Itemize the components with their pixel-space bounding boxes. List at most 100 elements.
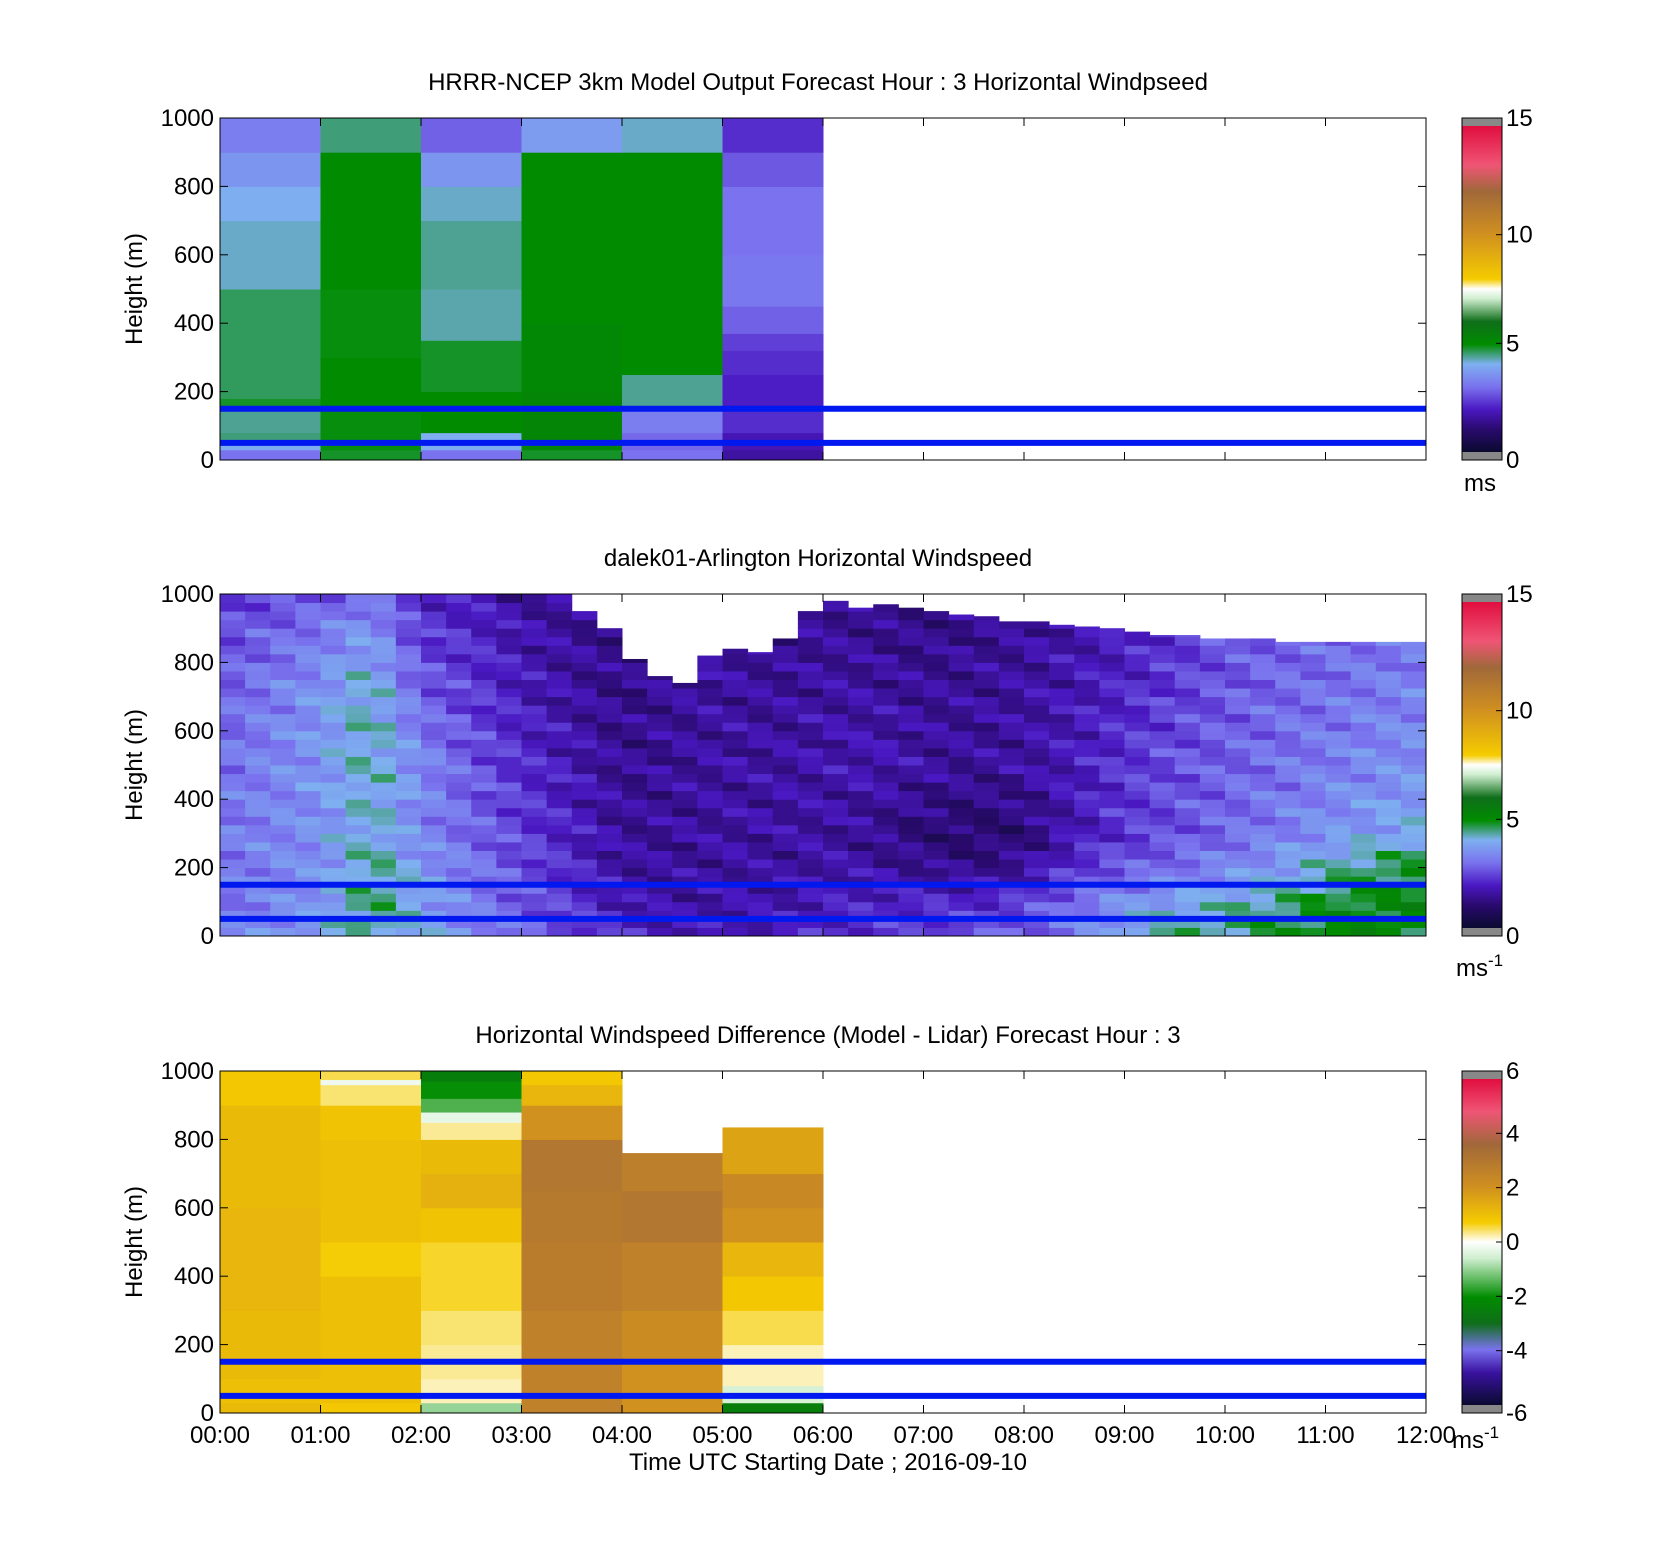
heatmap-cell (571, 662, 598, 672)
heatmap-cell (722, 927, 749, 937)
heatmap-cell (898, 636, 924, 646)
heatmap-cell (1375, 824, 1402, 834)
heatmap-cell (747, 833, 774, 843)
heatmap-cell (395, 756, 422, 766)
heatmap-cell (747, 859, 774, 869)
heatmap-cell (998, 739, 1025, 749)
panel-title: dalek01-Arlington Horizontal Windspeed (604, 545, 1032, 572)
x-tick-label: 08:00 (994, 1422, 1054, 1449)
heatmap-cell (245, 688, 271, 698)
heatmap-cell (245, 816, 271, 826)
heatmap-cell (245, 867, 271, 877)
heatmap-cell (1099, 739, 1125, 749)
heatmap-cell (370, 747, 397, 757)
heatmap-cell (1199, 782, 1226, 792)
heatmap-cell (1074, 901, 1100, 911)
colorbar-overflow-bottom (1462, 928, 1502, 936)
heatmap-cell (1099, 756, 1125, 766)
heatmap-cell (848, 607, 874, 612)
heatmap-cell (1049, 765, 1075, 775)
heatmap-cell (622, 713, 648, 723)
heatmap-cell (1199, 833, 1226, 843)
heatmap-cell (496, 705, 522, 715)
heatmap-cell (898, 662, 924, 672)
heatmap-cell (320, 1071, 422, 1081)
heatmap-cell (747, 790, 774, 800)
heatmap-cell (320, 747, 347, 757)
heatmap-cell (697, 773, 723, 783)
heatmap-cell (496, 782, 522, 792)
heatmap-cell (848, 636, 874, 646)
heatmap-cell (697, 713, 723, 723)
heatmap-cell (421, 901, 447, 911)
heatmap-cell (1275, 799, 1301, 809)
heatmap-cell (1049, 722, 1075, 732)
heatmap-cell (270, 713, 296, 723)
heatmap-cell (320, 918, 347, 928)
heatmap-cell (772, 747, 799, 757)
heatmap-cell (1099, 773, 1125, 783)
heatmap-cell (1149, 850, 1176, 860)
heatmap-cell (421, 1173, 522, 1209)
heatmap-cell (1300, 782, 1326, 792)
heatmap-cell (697, 730, 723, 740)
heatmap-cell (973, 807, 1000, 817)
heatmap-cell (697, 884, 723, 894)
heatmap-cell (873, 893, 899, 903)
heatmap-cell (571, 747, 598, 757)
heatmap-cell (496, 747, 522, 757)
heatmap-cell (320, 662, 347, 672)
colorbar-tick-label: 10 (1506, 222, 1533, 249)
heatmap-cell (421, 118, 522, 153)
heatmap-cell (1049, 910, 1075, 920)
heatmap-cell (220, 408, 321, 434)
heatmap-cell (647, 884, 673, 894)
heatmap-cell (395, 841, 422, 851)
heatmap-cell (823, 850, 849, 860)
heatmap-cell (772, 918, 799, 928)
heatmap-cell (295, 816, 321, 826)
heatmap-cell (1049, 893, 1075, 903)
heatmap-cell (521, 841, 548, 851)
heatmap-cell (370, 739, 397, 749)
heatmap-cell (1250, 901, 1276, 911)
heatmap-cell (923, 816, 950, 826)
heatmap-cell (220, 662, 246, 672)
heatmap-cell (1300, 747, 1326, 757)
heatmap-cell (797, 722, 824, 732)
heatmap-cell (395, 918, 422, 928)
heatmap-cell (1275, 739, 1301, 749)
heatmap-cell (496, 773, 522, 783)
heatmap-cell (596, 730, 623, 740)
reference-lines (220, 1358, 1426, 1399)
heatmap-cell (1400, 910, 1427, 920)
heatmap-cell (772, 927, 799, 937)
heatmap-cell (345, 765, 372, 775)
heatmap-cell (270, 594, 296, 604)
heatmap-cell (1174, 859, 1201, 869)
heatmap-cell (747, 713, 774, 723)
y-tick-label: 600 (174, 718, 214, 745)
heatmap-cell (697, 833, 723, 843)
heatmap-cell (571, 833, 598, 843)
heatmap-cell (923, 773, 950, 783)
heatmap-cell (1049, 918, 1075, 928)
heatmap-cell (471, 662, 497, 672)
heatmap-cell (370, 824, 397, 834)
y-tick-label: 800 (174, 173, 214, 200)
heatmap-cell (823, 670, 849, 680)
heatmap-cell (622, 859, 648, 869)
heatmap-cell (1074, 927, 1100, 937)
heatmap-cell (923, 841, 950, 851)
heatmap-cell (823, 893, 849, 903)
heatmap-cell (1024, 918, 1050, 928)
heatmap-cell (320, 357, 422, 410)
heatmap-cell (722, 1173, 824, 1209)
heatmap-cell (1325, 884, 1352, 894)
colorbar-tick-label: 0 (1506, 923, 1519, 950)
heatmap-cell (722, 841, 749, 851)
heatmap-cell (270, 611, 296, 621)
heatmap-cell (345, 628, 372, 638)
heatmap-cell (320, 679, 347, 689)
heatmap-cell (747, 730, 774, 740)
